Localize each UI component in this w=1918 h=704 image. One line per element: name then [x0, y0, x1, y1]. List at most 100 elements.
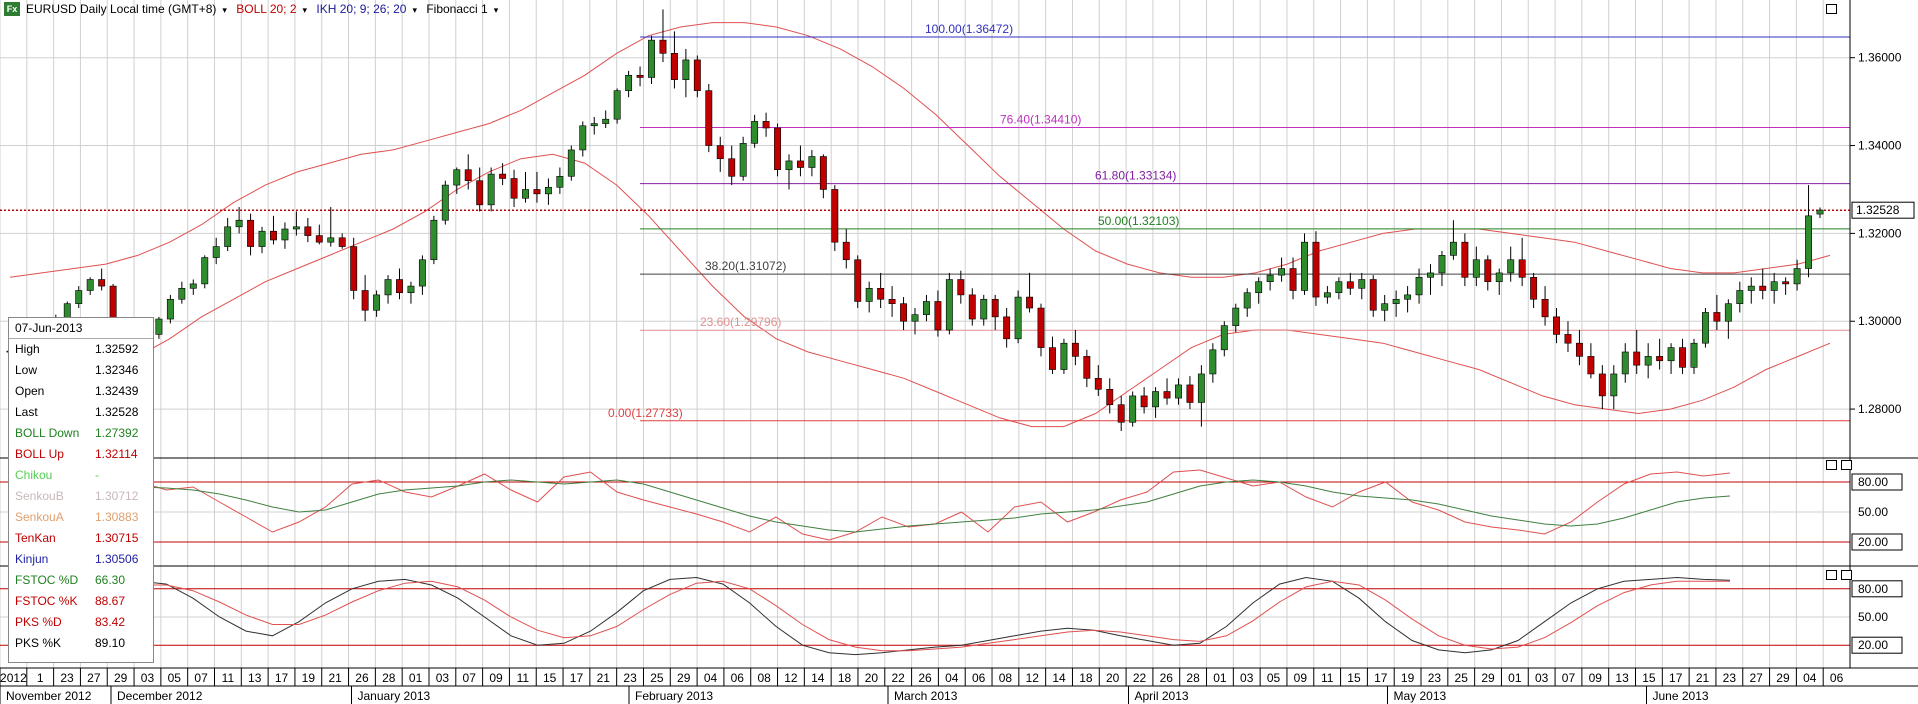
- candle-body: [957, 279, 965, 296]
- ikh-dropdown-icon[interactable]: ▾: [412, 5, 417, 15]
- day-label: 06: [1830, 671, 1844, 685]
- day-label: 15: [1347, 671, 1361, 685]
- pks-tick-label: 20.00: [1858, 638, 1888, 652]
- data-window-key: Chikou: [15, 468, 53, 482]
- day-label: 03: [141, 671, 155, 685]
- candle-body: [224, 226, 232, 247]
- day-label: 23: [60, 671, 74, 685]
- candle-body: [693, 59, 701, 91]
- day-label: 04: [704, 671, 718, 685]
- candle-body: [418, 259, 426, 287]
- day-label: 01: [1508, 671, 1522, 685]
- candle-body: [86, 279, 94, 291]
- candle-body: [487, 173, 495, 206]
- data-window-value: 1.32439: [95, 384, 139, 398]
- candle-body: [338, 237, 346, 247]
- candle-body: [1805, 215, 1812, 269]
- candle-body: [1026, 296, 1034, 309]
- candle-body: [1186, 384, 1194, 403]
- pks-level-box: [1851, 636, 1903, 654]
- candle-body: [327, 237, 335, 243]
- data-window-value: 1.32346: [95, 363, 139, 377]
- day-label: 17: [570, 671, 584, 685]
- candle-body: [877, 287, 885, 300]
- data-window-row: Chikou -: [9, 465, 153, 486]
- day-label: 12: [1026, 671, 1040, 685]
- day-label: 03: [1535, 671, 1549, 685]
- candle-body: [1049, 347, 1056, 370]
- candle-body: [1094, 378, 1102, 390]
- data-window-value: -: [95, 468, 99, 482]
- candle-body: [1232, 307, 1240, 326]
- data-window-row: TenKan 1.30715: [9, 528, 153, 549]
- candle-body: [1759, 285, 1767, 291]
- data-window-key: BOLL Down: [15, 426, 80, 440]
- pks-tick-label: 50.00: [1858, 610, 1888, 624]
- app-logo: Fx: [4, 2, 20, 16]
- candle-body: [1392, 298, 1400, 304]
- candle-body: [453, 169, 461, 186]
- month-label: December 2012: [117, 689, 203, 703]
- candle-body: [1587, 356, 1595, 375]
- day-label: 06: [972, 671, 986, 685]
- day-label: 26: [1160, 671, 1174, 685]
- candle-body: [579, 125, 587, 151]
- candle-body: [1507, 259, 1515, 274]
- fib-indicator-label[interactable]: Fibonacci 1: [426, 2, 488, 16]
- data-window-key: FSTOC %K: [15, 594, 78, 608]
- candle-body: [1633, 351, 1641, 366]
- day-label: 15: [543, 671, 557, 685]
- candle-body: [1449, 241, 1457, 256]
- main-panel-maximize-icon[interactable]: [1826, 4, 1837, 14]
- pks-d-line: [140, 580, 1730, 652]
- day-label: 14: [1052, 671, 1066, 685]
- candle-body: [1301, 241, 1308, 291]
- candle-body: [1530, 277, 1538, 300]
- day-label: 01: [1213, 671, 1227, 685]
- day-label: 08: [757, 671, 771, 685]
- candle-body: [350, 246, 358, 291]
- day-label: 21: [1696, 671, 1710, 685]
- candle-body: [1255, 281, 1263, 293]
- osc1-panel-close-icon[interactable]: [1841, 460, 1852, 470]
- day-label: 04: [945, 671, 959, 685]
- candle-body: [476, 180, 484, 206]
- boll-indicator-label[interactable]: BOLL 20; 2: [236, 2, 297, 16]
- osc2-panel-close-icon[interactable]: [1841, 570, 1852, 580]
- candle-body: [166, 298, 174, 320]
- candle-body: [1793, 268, 1801, 285]
- boll-dropdown-icon[interactable]: ▾: [302, 5, 308, 15]
- candle-body: [1621, 351, 1629, 375]
- osc2-panel-maximize-icon[interactable]: [1826, 570, 1837, 580]
- candle-body: [796, 160, 804, 168]
- candle-body: [1106, 389, 1114, 405]
- day-label: 29: [114, 671, 128, 685]
- day-label: 18: [1079, 671, 1093, 685]
- candle-body: [1484, 259, 1492, 283]
- symbol-dropdown-icon[interactable]: ▾: [222, 5, 227, 15]
- data-window-key: High: [15, 342, 40, 356]
- data-window-key: TenKan: [15, 531, 56, 545]
- data-window-row: BOLL Up 1.32114: [9, 444, 153, 465]
- candle-body: [1071, 342, 1079, 357]
- candle-body: [1060, 342, 1068, 370]
- data-window-row: Open 1.32439: [9, 381, 153, 402]
- y-tick-label: 1.30000: [1858, 314, 1902, 328]
- day-label: 23: [1723, 671, 1737, 685]
- data-window-value: 1.30715: [95, 531, 139, 545]
- candle-body: [361, 290, 369, 311]
- osc1-panel-maximize-icon[interactable]: [1826, 460, 1837, 470]
- fstoc-d-line: [139, 479, 1731, 533]
- fib-dropdown-icon[interactable]: ▾: [493, 5, 499, 15]
- data-window-key: Low: [15, 363, 38, 377]
- day-label: 20: [865, 671, 879, 685]
- candle-body: [1713, 312, 1721, 322]
- candle-body: [499, 173, 507, 179]
- data-window-value: 66.30: [95, 573, 126, 587]
- data-window-value: 1.30883: [95, 510, 139, 524]
- day-label: 21: [597, 671, 611, 685]
- day-label: 22: [1133, 671, 1147, 685]
- fibonacci-levels: 100.00(1.36472) 76.40(1.34410) 61.80(1.331…: [0, 22, 1850, 422]
- ikh-indicator-label[interactable]: IKH 20; 9; 26; 20: [316, 2, 407, 16]
